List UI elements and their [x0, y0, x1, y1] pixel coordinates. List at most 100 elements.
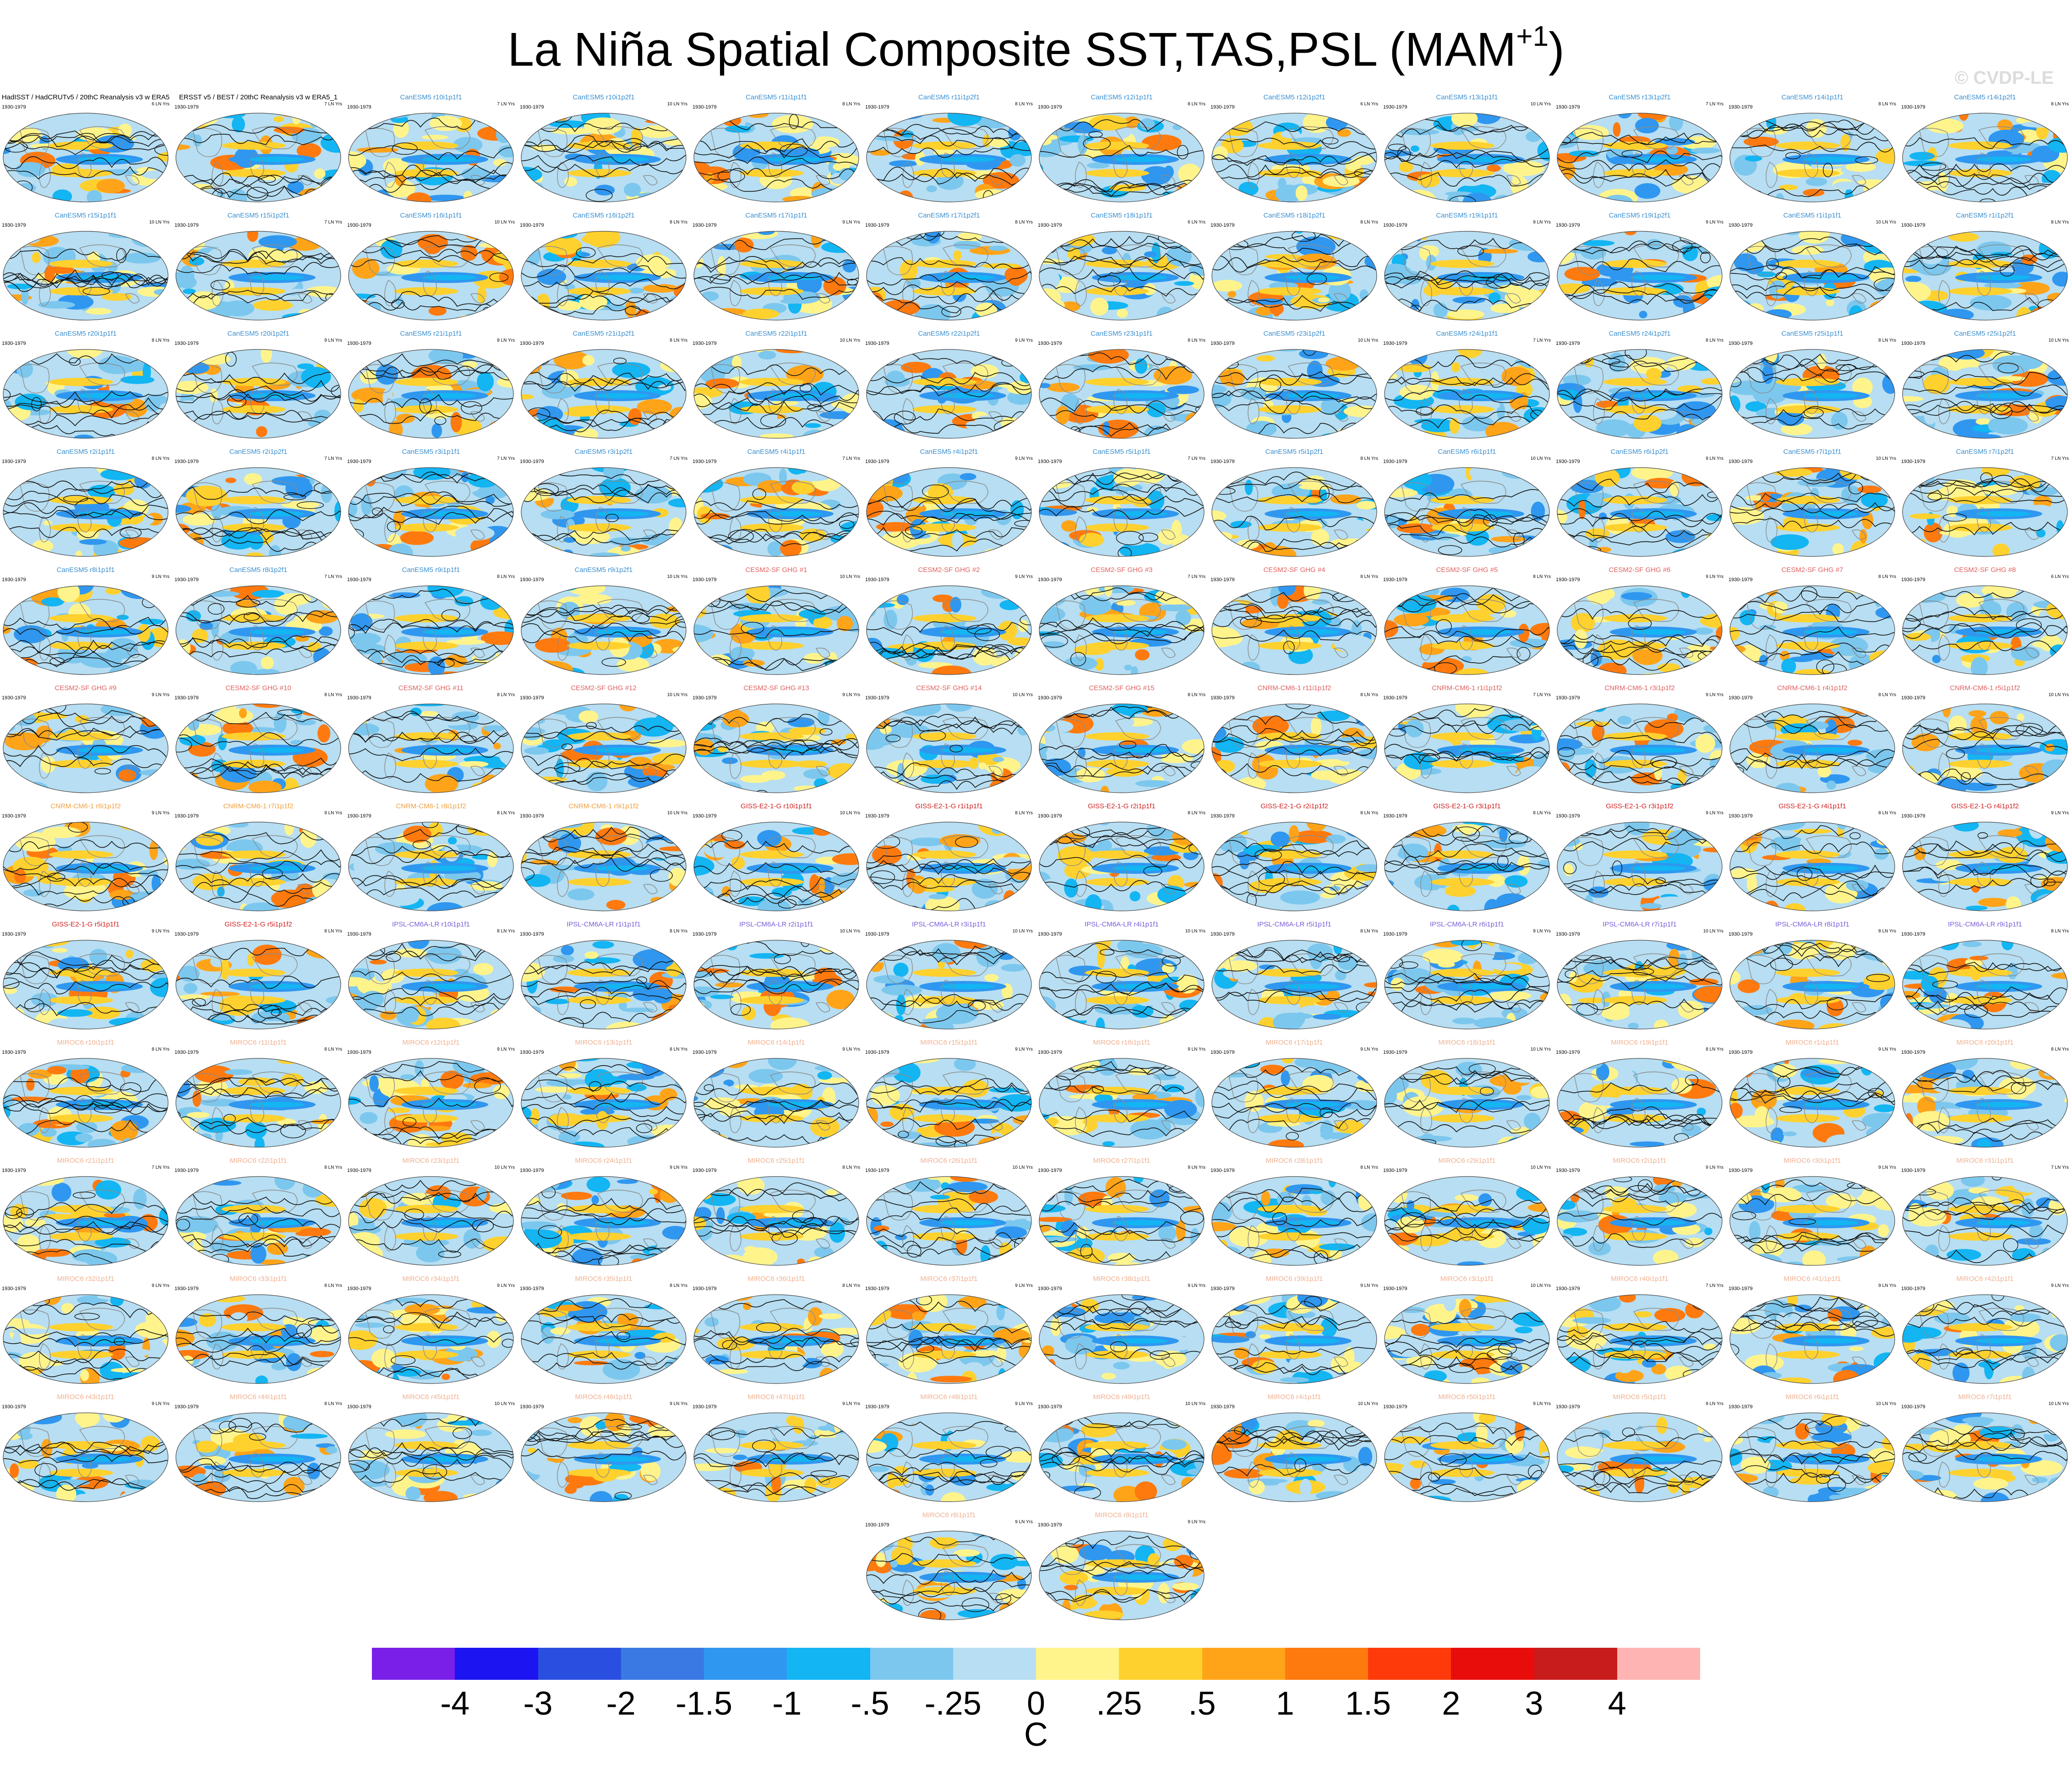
- panel-ln-years: 10 LN Yrs: [1530, 102, 1551, 107]
- map-panel: CNRM-CM6-1 r9i1p1f2 1930-1979 10 LN Yrs: [519, 801, 688, 916]
- anomaly-patch: [1557, 300, 1573, 308]
- warm-horseshoe: [1085, 523, 1149, 532]
- panel-title: CanESM5 r11i1p2f1: [918, 93, 980, 101]
- psl-contour: [1385, 277, 1549, 290]
- anomaly-patch: [322, 822, 340, 828]
- anomaly-patch: [757, 231, 775, 235]
- psl-contour-closed: [1591, 197, 1606, 202]
- panel-period: 1930-1979: [692, 577, 717, 583]
- anomaly-patch: [645, 119, 682, 124]
- anomaly-patch: [329, 713, 341, 726]
- anomaly-patch: [454, 596, 474, 606]
- equatorial-cold-core: [422, 157, 477, 162]
- psl-contour-closed: [1388, 143, 1407, 151]
- map-panel: CanESM5 r24i1p2f1 1930-1979 8 LN Yrs: [1555, 329, 1724, 443]
- equatorial-cold-core: [1112, 157, 1167, 162]
- anomaly-patch: [36, 725, 53, 743]
- panel-period: 1930-1979: [1383, 695, 1407, 701]
- anomaly-patch: [1447, 309, 1484, 319]
- panel-period: 1930-1979: [347, 459, 371, 464]
- anomaly-patch: [1052, 788, 1085, 793]
- anomaly-patch: [704, 892, 714, 904]
- psl-contour: [1903, 136, 2067, 149]
- anomaly-patch: [540, 436, 563, 438]
- anomaly-patch: [1426, 255, 1437, 271]
- psl-contour: [3, 131, 168, 144]
- composite-map: [521, 349, 687, 439]
- psl-contour: [1557, 389, 1722, 402]
- psl-contour: [349, 493, 513, 507]
- warm-horseshoe: [1948, 287, 2012, 295]
- anomaly-patch: [1230, 113, 1254, 117]
- panel-title: CanESM5 r18i1p1f1: [1091, 212, 1153, 219]
- anomaly-patch: [585, 231, 621, 248]
- anomaly-patch: [522, 1005, 541, 1015]
- anomaly-patch: [1217, 832, 1247, 853]
- anomaly-patch: [1161, 431, 1179, 438]
- anomaly-patch: [349, 586, 379, 595]
- psl-contour: [3, 413, 168, 426]
- anomaly-patch: [837, 231, 859, 240]
- anomaly-patch: [1587, 492, 1614, 506]
- panel-title: IPSL-CM6A-LR r10i1p1f1: [392, 921, 470, 928]
- panel-title: CanESM5 r24i1p1f1: [1436, 330, 1498, 338]
- psl-contour: [3, 502, 168, 517]
- panel-title: CanESM5 r13i1p1f1: [1436, 93, 1498, 101]
- anomaly-patch: [261, 349, 273, 363]
- anomaly-patch: [1101, 246, 1118, 255]
- psl-contour: [349, 511, 513, 525]
- psl-contour-closed: [1979, 198, 1996, 202]
- equatorial-cold-core: [249, 747, 304, 753]
- anomaly-patch: [493, 159, 507, 167]
- anomaly-patch: [1270, 831, 1290, 847]
- panel-title: CanESM5 r17i1p1f1: [745, 212, 807, 219]
- psl-contour-closed: [101, 271, 119, 280]
- anomaly-patch: [1734, 704, 1742, 708]
- warm-horseshoe: [1430, 878, 1494, 886]
- panel-ln-years: 8 LN Yrs: [1360, 220, 1378, 225]
- composite-map: [1902, 113, 2068, 202]
- anomaly-patch: [3, 147, 11, 154]
- psl-contour: [521, 378, 686, 391]
- psl-contour: [1903, 521, 2067, 536]
- anomaly-patch: [820, 946, 845, 953]
- anomaly-patch: [640, 672, 653, 675]
- psl-contour-closed: [585, 189, 613, 202]
- composite-map: [693, 703, 859, 793]
- psl-contour: [1730, 286, 1895, 300]
- psl-contour-closed: [491, 1011, 513, 1025]
- psl-contour: [521, 163, 686, 177]
- panel-ln-years: 8 LN Yrs: [1015, 102, 1033, 107]
- anomaly-patch: [840, 393, 859, 414]
- psl-contour-closed: [1536, 349, 1549, 363]
- anomaly-patch: [809, 874, 819, 894]
- anomaly-patch: [628, 288, 644, 294]
- anomaly-patch: [52, 948, 68, 953]
- panel-period: 1930-1979: [1728, 813, 1753, 819]
- anomaly-patch: [1557, 283, 1590, 294]
- map-border: [3, 231, 169, 321]
- psl-contour: [1557, 291, 1722, 305]
- panel-ln-years: 8 LN Yrs: [1533, 574, 1551, 579]
- panel-period: 1930-1979: [347, 223, 371, 228]
- psl-contour: [349, 245, 513, 258]
- anomaly-patch: [178, 276, 197, 289]
- anomaly-patch: [1660, 844, 1689, 854]
- psl-contour: [1385, 389, 1549, 403]
- map-panel: CanESM5 r25i1p1f1 1930-1979 8 LN Yrs: [1728, 329, 1897, 443]
- anomaly-patch: [761, 770, 785, 780]
- anomaly-patch: [176, 550, 195, 556]
- anomaly-patch: [1597, 547, 1611, 552]
- anomaly-patch: [521, 312, 541, 319]
- anomaly-patch: [1449, 418, 1460, 434]
- psl-contour-closed: [1259, 378, 1281, 392]
- anomaly-patch: [1321, 397, 1342, 415]
- continent-outlines: [1746, 126, 1866, 188]
- anomaly-patch: [779, 468, 787, 485]
- anomaly-patch: [1559, 299, 1569, 316]
- warm-horseshoe: [1948, 405, 2012, 414]
- anomaly-patch: [1349, 529, 1370, 535]
- panel-title: GISS-E2-1-G r3i1p1f2: [1606, 802, 1674, 810]
- anomaly-patch: [1557, 174, 1561, 183]
- psl-contour: [1212, 493, 1377, 503]
